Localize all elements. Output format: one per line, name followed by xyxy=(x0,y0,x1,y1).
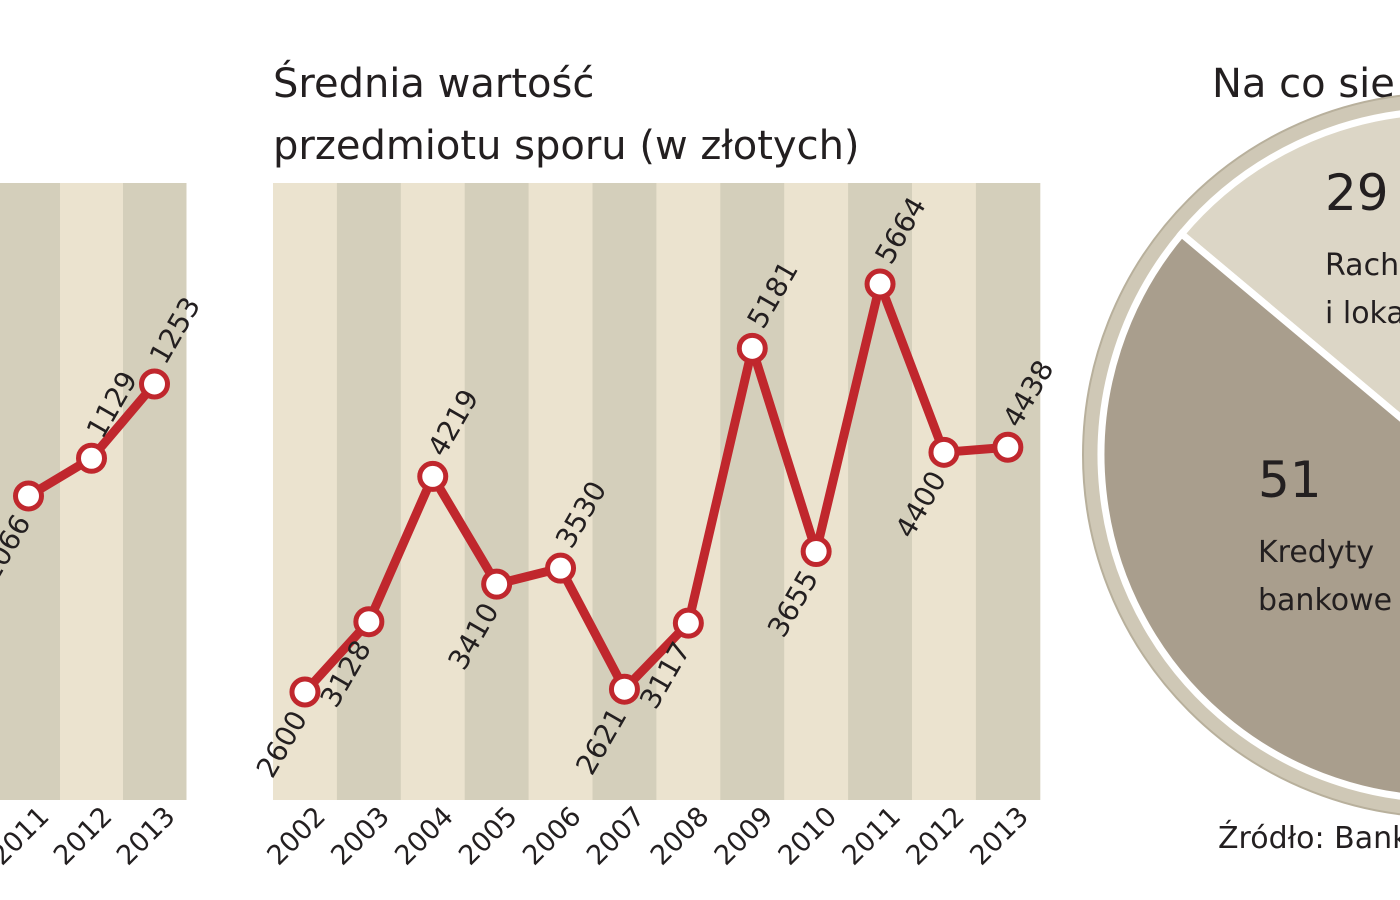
x-tick-label: 2012 xyxy=(900,801,971,872)
x-tick-label: 2006 xyxy=(517,801,588,872)
band xyxy=(528,183,593,800)
marker xyxy=(672,607,704,639)
chart-title: przedmiotu sporu (w złotych) xyxy=(273,123,860,169)
source: Źródło: Banko xyxy=(1218,820,1400,856)
x-tick-label: 2005 xyxy=(453,801,524,872)
x-tick-label: 2009 xyxy=(709,801,780,872)
band xyxy=(464,183,530,800)
x-tick-label: 2008 xyxy=(645,801,716,872)
band xyxy=(656,183,721,800)
marker xyxy=(928,436,960,468)
slice-label: Kredyty xyxy=(1258,535,1374,570)
x-tick-label: 2003 xyxy=(325,801,396,872)
line xyxy=(301,279,1009,696)
band xyxy=(912,183,977,800)
x-tick-label: 2012 xyxy=(48,801,119,872)
slice-label: Rachu xyxy=(1325,248,1400,283)
slice-label: i lokat xyxy=(1325,296,1400,331)
x-tick-label: 2004 xyxy=(389,801,460,872)
chart-title: Średnia wartość xyxy=(273,59,594,107)
marker xyxy=(608,673,640,705)
x-tick-label: 2002 xyxy=(261,801,332,872)
x-tick-label: 2010 xyxy=(773,801,844,872)
marker xyxy=(736,332,768,364)
marker xyxy=(417,460,449,492)
marker xyxy=(545,552,577,584)
marker xyxy=(864,268,896,300)
band xyxy=(60,183,124,800)
x-tick-label: 2013 xyxy=(964,801,1035,872)
slice-value: 29 xyxy=(1325,164,1389,222)
band xyxy=(336,183,402,800)
marker xyxy=(800,536,832,568)
marker xyxy=(13,480,44,512)
slice-value: 51 xyxy=(1258,451,1322,509)
band xyxy=(975,183,1041,800)
x-tick-label: 2011 xyxy=(0,801,55,872)
pie-slice xyxy=(1176,110,1400,422)
marker xyxy=(289,676,321,708)
marker xyxy=(992,431,1024,463)
slice-label: bankowe xyxy=(1258,583,1392,618)
x-tick-label: 2007 xyxy=(581,801,652,872)
chart-title: Na co się xyxy=(1212,61,1395,107)
x-tick-label: 2013 xyxy=(111,801,182,872)
marker xyxy=(139,368,170,400)
band xyxy=(123,183,187,800)
x-tick-label: 2011 xyxy=(836,801,907,872)
marker xyxy=(353,606,385,638)
marker xyxy=(481,568,513,600)
marker xyxy=(76,442,107,474)
band xyxy=(720,183,785,800)
pie-slice xyxy=(1097,228,1400,800)
